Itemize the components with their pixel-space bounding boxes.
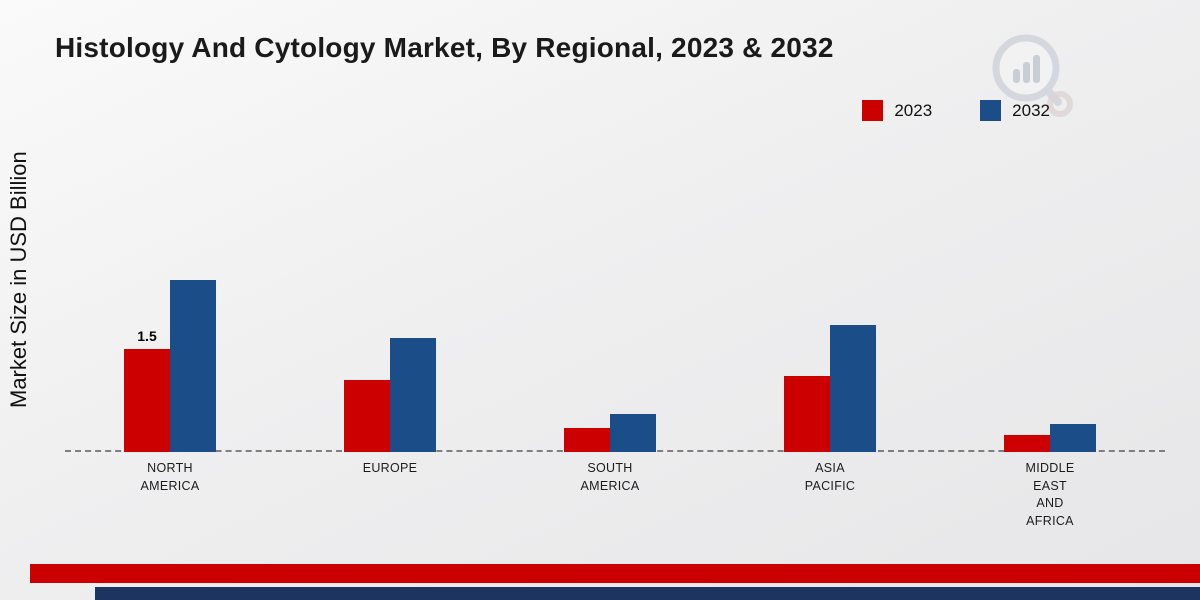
bar-2023-europe — [344, 380, 390, 452]
bar-2032-north-america — [170, 280, 216, 452]
category-label-north-america: NORTH AMERICA — [140, 461, 200, 493]
bar-2023-asia-pacific — [784, 376, 830, 452]
bar-value-label: 1.5 — [137, 328, 157, 344]
bar-2023-north-america: 1.5 — [124, 328, 170, 452]
market-research-future-logo — [980, 28, 1080, 125]
plot-region: 1.5 NORTH AMERICA EUROPE SOUTH AMERICA ASIA PA… — [60, 142, 1165, 530]
bar-2032-middle-east-and-africa — [1050, 424, 1096, 452]
category-label-asia-pacific: ASIA PACIFIC — [804, 461, 856, 493]
category-label-middle-east-and-africa: MIDDLE EAST AND AFRICA — [1025, 461, 1075, 528]
category-labels: NORTH AMERICA EUROPE SOUTH AMERICA ASIA PACIFI… — [60, 460, 1160, 530]
bar-2032-europe — [390, 338, 436, 452]
legend-swatch-2023 — [862, 100, 884, 121]
footer-navy-strip — [95, 587, 1200, 600]
bar-groups: 1.5 — [60, 142, 1165, 452]
bar-group-asia-pacific — [720, 142, 940, 452]
legend-label-2023: 2023 — [894, 100, 933, 120]
chart-title: Histology And Cytology Market, By Region… — [55, 32, 834, 63]
magnifier-barchart-icon — [992, 34, 1073, 117]
y-axis-label: Market Size in USD Billion — [6, 151, 31, 409]
legend-item-2023: 2023 — [862, 100, 932, 121]
bar-2023-south-america — [564, 428, 610, 452]
legend: 2023 2032 — [862, 100, 1050, 121]
bar-group-europe — [280, 142, 500, 452]
bar-group-south-america — [500, 142, 720, 452]
bar-2032-asia-pacific — [830, 325, 876, 452]
bar-2032-south-america — [610, 414, 656, 452]
category-label-south-america: SOUTH AMERICA — [580, 461, 640, 493]
category-label-europe: EUROPE — [362, 461, 418, 475]
bar-2023-middle-east-and-africa — [1004, 435, 1050, 452]
bar-group-middle-east-and-africa — [940, 142, 1160, 452]
bar-group-north-america: 1.5 — [60, 142, 280, 452]
legend-label-2032: 2032 — [1012, 100, 1050, 120]
legend-swatch-2032 — [980, 100, 1002, 121]
footer-red-strip — [30, 564, 1200, 583]
legend-item-2032: 2032 — [980, 100, 1050, 121]
